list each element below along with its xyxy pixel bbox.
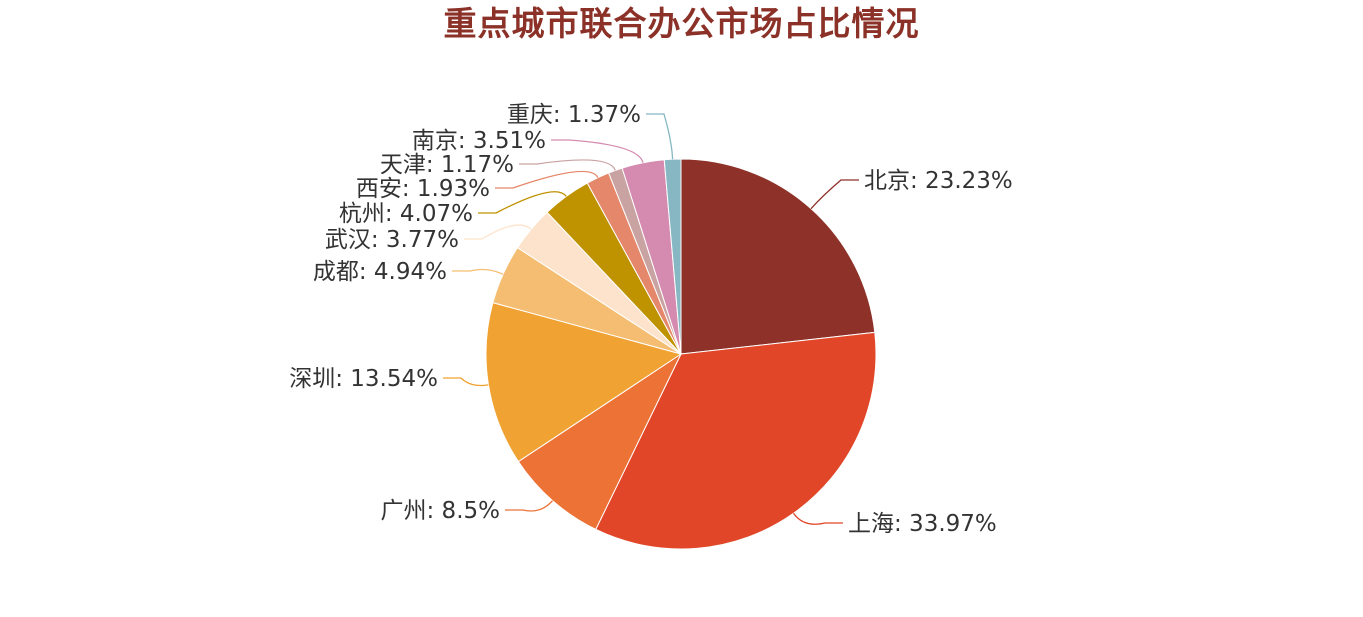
- leader-line-4: [443, 377, 489, 387]
- label-leader-lines: [443, 113, 859, 525]
- leader-line-6: [464, 224, 532, 240]
- slice-label-1: 北京: 23.23%: [864, 168, 1013, 194]
- pie-slice-1[interactable]: [680, 158, 876, 355]
- slice-label-6: 武汉: 3.77%: [325, 227, 459, 253]
- leader-line-1: [810, 179, 859, 210]
- slice-label-9: 天津: 1.17%: [380, 152, 514, 178]
- leader-line-8: [495, 170, 599, 189]
- slice-label-4: 深圳: 13.54%: [289, 366, 438, 392]
- chart-title: 重点城市联合办公市场占比情况: [443, 4, 920, 43]
- slice-label-3: 广州: 8.5%: [381, 498, 501, 524]
- leader-line-10: [551, 139, 644, 163]
- leader-line-2: [792, 512, 843, 525]
- slice-labels: 北京: 23.23% 上海: 33.97% 广州: 8.5% 深圳: 13.54% 成都…: [289, 102, 1013, 537]
- leader-line-7: [478, 191, 567, 214]
- slice-label-10: 南京: 3.51%: [412, 128, 546, 154]
- leader-line-9: [519, 159, 616, 171]
- leader-line-5: [452, 268, 504, 275]
- slice-label-2: 上海: 33.97%: [848, 511, 997, 537]
- pie-slice-3[interactable]: [517, 352, 683, 531]
- pie-slice-4[interactable]: [485, 302, 683, 463]
- slice-label-11: 重庆: 1.37%: [507, 102, 641, 128]
- pie-slices: [485, 158, 877, 550]
- slice-label-7: 杭州: 4.07%: [339, 201, 473, 227]
- slice-label-5: 成都: 4.94%: [313, 259, 447, 285]
- leader-line-11: [646, 113, 674, 160]
- slice-label-8: 西安: 1.93%: [356, 176, 490, 202]
- leader-line-3: [505, 500, 553, 512]
